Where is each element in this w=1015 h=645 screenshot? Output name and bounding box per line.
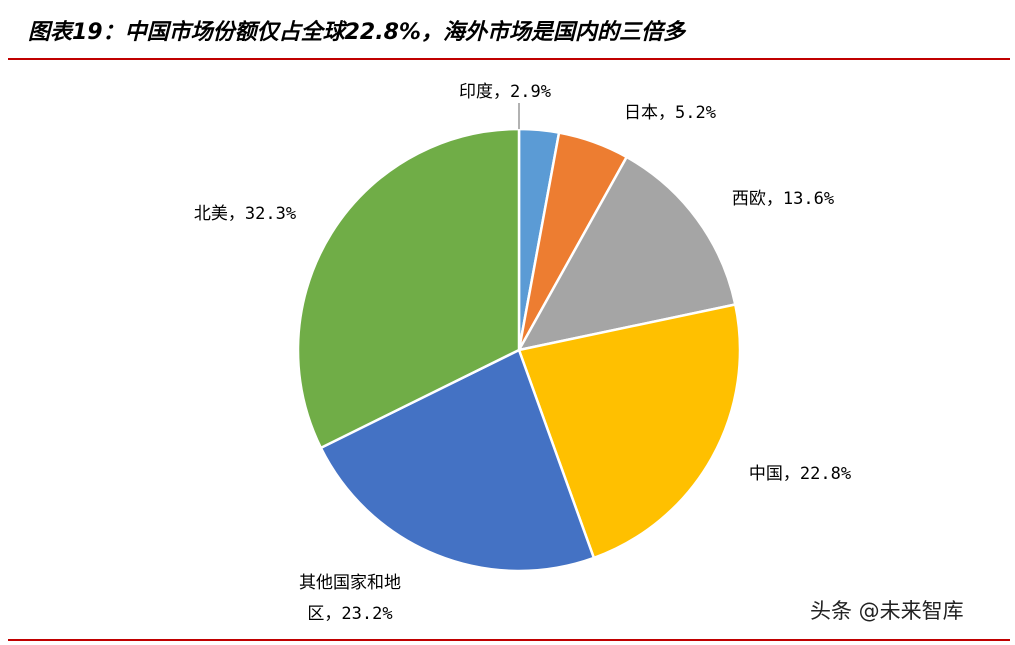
data-label: 中国，22.8% xyxy=(749,464,851,484)
data-label: 北美，32.3% xyxy=(194,204,296,224)
watermark: 头条 @未来智库 xyxy=(810,599,964,623)
data-label: 其他国家和地区，23.2% xyxy=(299,573,401,624)
data-label-line: 区，23.2% xyxy=(307,604,392,624)
data-label: 日本，5.2% xyxy=(624,103,716,123)
chart-title: 图表19：中国市场份额仅占全球22.8%，海外市场是国内的三倍多 xyxy=(28,19,687,45)
pie-slice xyxy=(319,348,596,573)
pie-slice xyxy=(296,127,521,450)
pie-slice xyxy=(517,303,742,560)
data-label-line: 其他国家和地 xyxy=(299,573,401,593)
pie-slice xyxy=(516,155,737,352)
data-label: 西欧，13.6% xyxy=(732,189,834,209)
data-label: 印度，2.9% xyxy=(459,82,551,102)
